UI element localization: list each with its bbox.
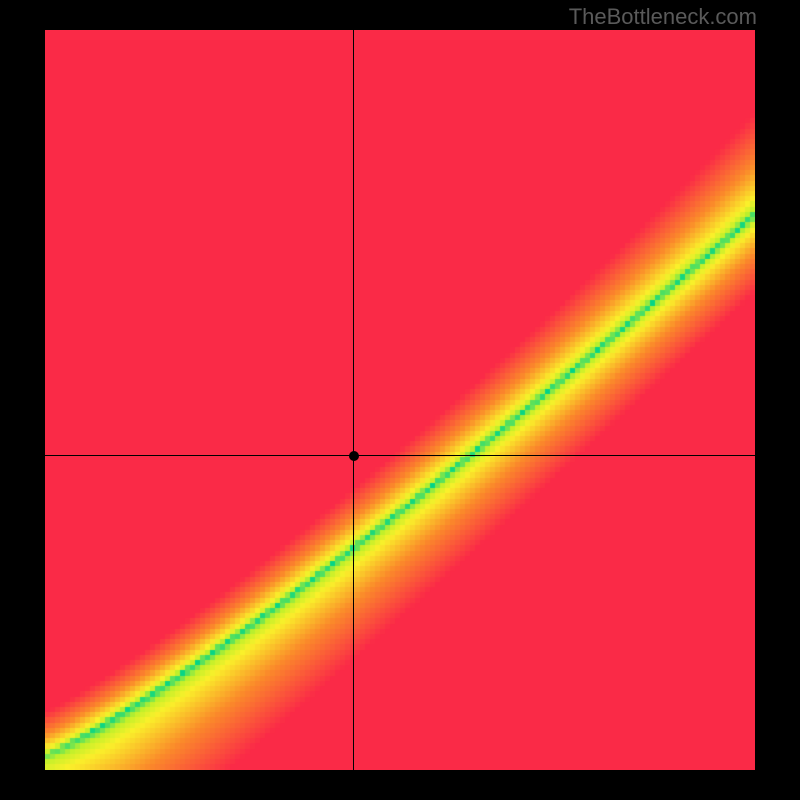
chart-container: TheBottleneck.com [0,0,800,800]
crosshair-marker [349,451,359,461]
bottleneck-heatmap [45,30,755,770]
crosshair-vertical [353,30,354,770]
watermark-text: TheBottleneck.com [569,4,757,30]
crosshair-horizontal [45,455,755,456]
